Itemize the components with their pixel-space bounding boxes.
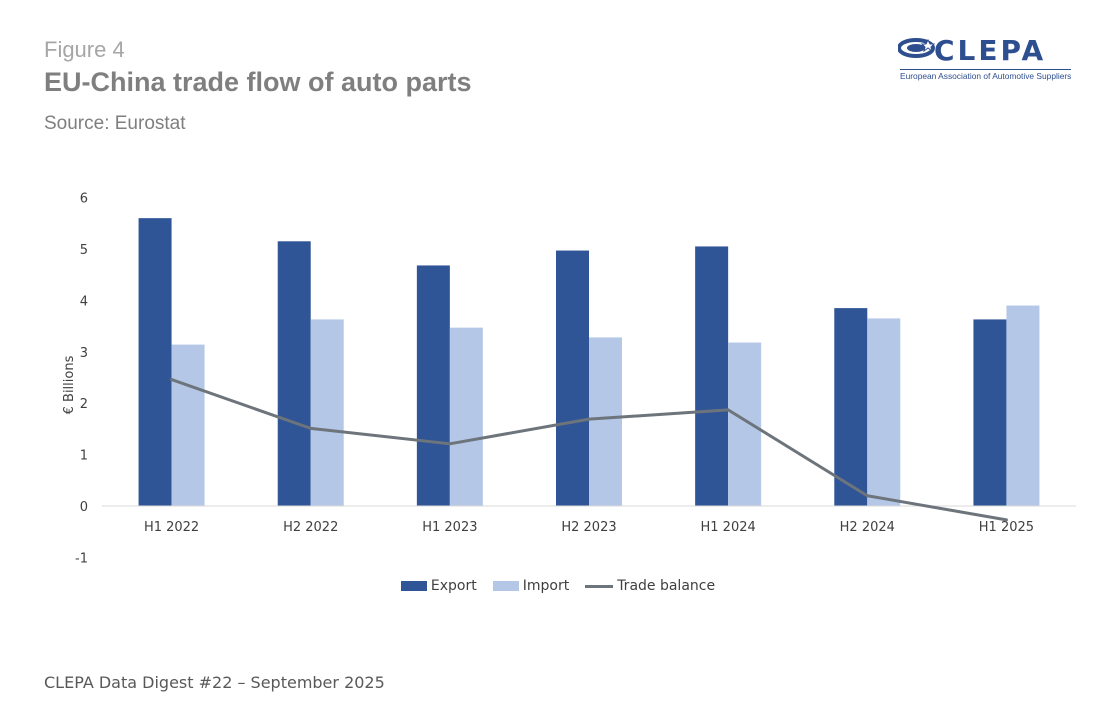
import-bar xyxy=(1006,305,1040,506)
y-tick-label: 5 xyxy=(80,243,88,258)
x-tick-label: H1 2024 xyxy=(701,520,756,535)
export-bar xyxy=(416,265,450,506)
source-note: Source: Eurostat xyxy=(44,113,186,134)
export-bar xyxy=(138,218,172,506)
import-bar xyxy=(310,319,344,506)
chart-legend: Export Import Trade balance xyxy=(0,578,1116,594)
legend-label-import: Import xyxy=(522,578,570,594)
import-bar xyxy=(728,342,762,506)
trade-balance-point xyxy=(726,408,730,412)
y-tick-label: 4 xyxy=(80,294,88,309)
swoosh-icon xyxy=(898,38,936,58)
export-bar xyxy=(556,250,589,506)
y-axis-label: € Billions xyxy=(62,355,77,414)
trade-balance-point xyxy=(587,417,591,421)
import-bar xyxy=(449,327,483,506)
footer-note: CLEPA Data Digest #22 – September 2025 xyxy=(44,673,385,692)
legend-item-import: Import xyxy=(492,578,570,594)
y-tick-label: 0 xyxy=(80,500,88,515)
legend-swatch-export xyxy=(400,581,427,591)
legend-label-export: Export xyxy=(430,578,477,594)
legend-label-balance: Trade balance xyxy=(617,578,716,594)
trade-balance-point xyxy=(865,494,869,498)
y-tick-label: 2 xyxy=(80,397,88,412)
export-bar xyxy=(834,308,868,506)
trade-balance-point xyxy=(309,426,313,430)
trade-balance-point xyxy=(1004,518,1008,522)
export-bar xyxy=(277,241,311,507)
y-tick-label: 6 xyxy=(80,192,88,207)
x-tick-label: H1 2022 xyxy=(144,520,199,535)
y-tick-label: 1 xyxy=(80,449,88,464)
x-tick-label: H2 2022 xyxy=(283,520,338,535)
legend-swatch-balance xyxy=(585,584,614,588)
import-bar xyxy=(589,337,622,506)
legend-item-balance: Trade balance xyxy=(585,578,715,594)
logo-tagline: European Association of Automotive Suppl… xyxy=(900,69,1072,81)
y-tick-label: 3 xyxy=(80,346,88,361)
y-tick-label: -1 xyxy=(75,551,88,566)
logo-wordmark: CLEPA xyxy=(934,34,1047,67)
export-bar xyxy=(695,246,729,506)
trade-balance-point xyxy=(448,442,452,446)
figure-label: Figure 4 xyxy=(44,37,125,62)
import-bar xyxy=(171,344,205,506)
x-tick-label: H1 2023 xyxy=(422,520,477,535)
import-bar xyxy=(867,318,901,506)
legend-swatch-import xyxy=(492,581,519,591)
legend-item-export: Export xyxy=(400,578,477,594)
x-tick-label: H1 2025 xyxy=(979,520,1034,535)
trade-balance-point xyxy=(170,378,174,382)
page-title: EU-China trade flow of auto parts xyxy=(44,67,472,97)
export-bar xyxy=(973,319,1007,506)
x-tick-label: H2 2024 xyxy=(840,520,895,535)
x-tick-label: H2 2023 xyxy=(561,520,616,535)
clepa-logo: CLEPA European Association of Automotive… xyxy=(898,34,1072,82)
